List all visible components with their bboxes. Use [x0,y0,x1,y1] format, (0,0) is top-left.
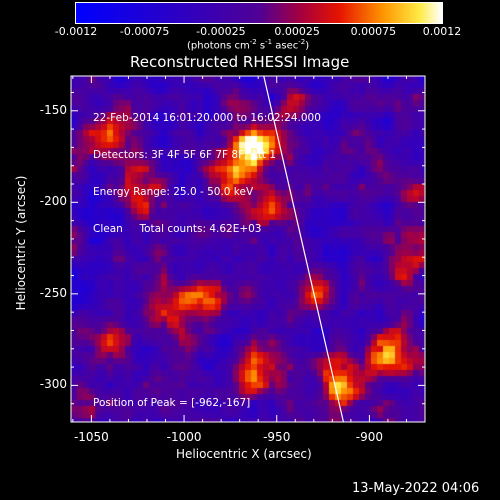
x-axis-title: Heliocentric X (arcsec) [176,447,312,461]
info-line-energy: Energy Range: 25.0 - 50.0 keV [93,186,254,199]
colorbar-tick-label: -0.00025 [196,25,246,38]
colorbar [75,2,443,24]
x-tick-label: -900 [355,430,383,444]
x-tick-label: -1050 [73,430,109,444]
plot-border [70,75,426,423]
colorbar-tick-label: 0.0012 [422,25,462,38]
y-tick-label: -200 [39,194,67,209]
info-line-counts: Clean Total counts: 4.62E+03 [93,223,262,236]
y-tick-label: -300 [39,377,67,392]
solar-limb-line [263,75,345,423]
colorbar-tick-label: 0.00025 [274,25,320,38]
colorbar-tick-label: 0.00075 [350,25,397,38]
heatmap-image [71,76,425,422]
info-block: 22-Feb-2014 16:01:20.000 to 16:02:24.000… [93,87,321,248]
x-tick-label: -1000 [166,430,202,444]
y-tick-label: -250 [39,285,67,300]
y-axis-title: Heliocentric Y (arcsec) [14,175,28,311]
info-line-detectors: Detectors: 3F 4F 5F 6F 7F 8F, Att 1 [93,149,277,162]
x-tick-label: -950 [263,430,291,444]
colorbar-tick-label: -0.0012 [54,25,98,38]
chart-title: Reconstructed RHESSI Image [130,53,350,71]
colorbar-unit-label: (photons cm-2 s-1 asec-2) [187,38,310,52]
peak-position-label: Position of Peak = [-962,-167] [93,397,251,409]
info-line-time: 22-Feb-2014 16:01:20.000 to 16:02:24.000 [93,111,321,124]
y-tick-label: -150 [39,102,67,117]
footer-date: 13-May-2022 04:06 [352,481,480,496]
colorbar-tick-label: -0.00075 [119,25,170,38]
